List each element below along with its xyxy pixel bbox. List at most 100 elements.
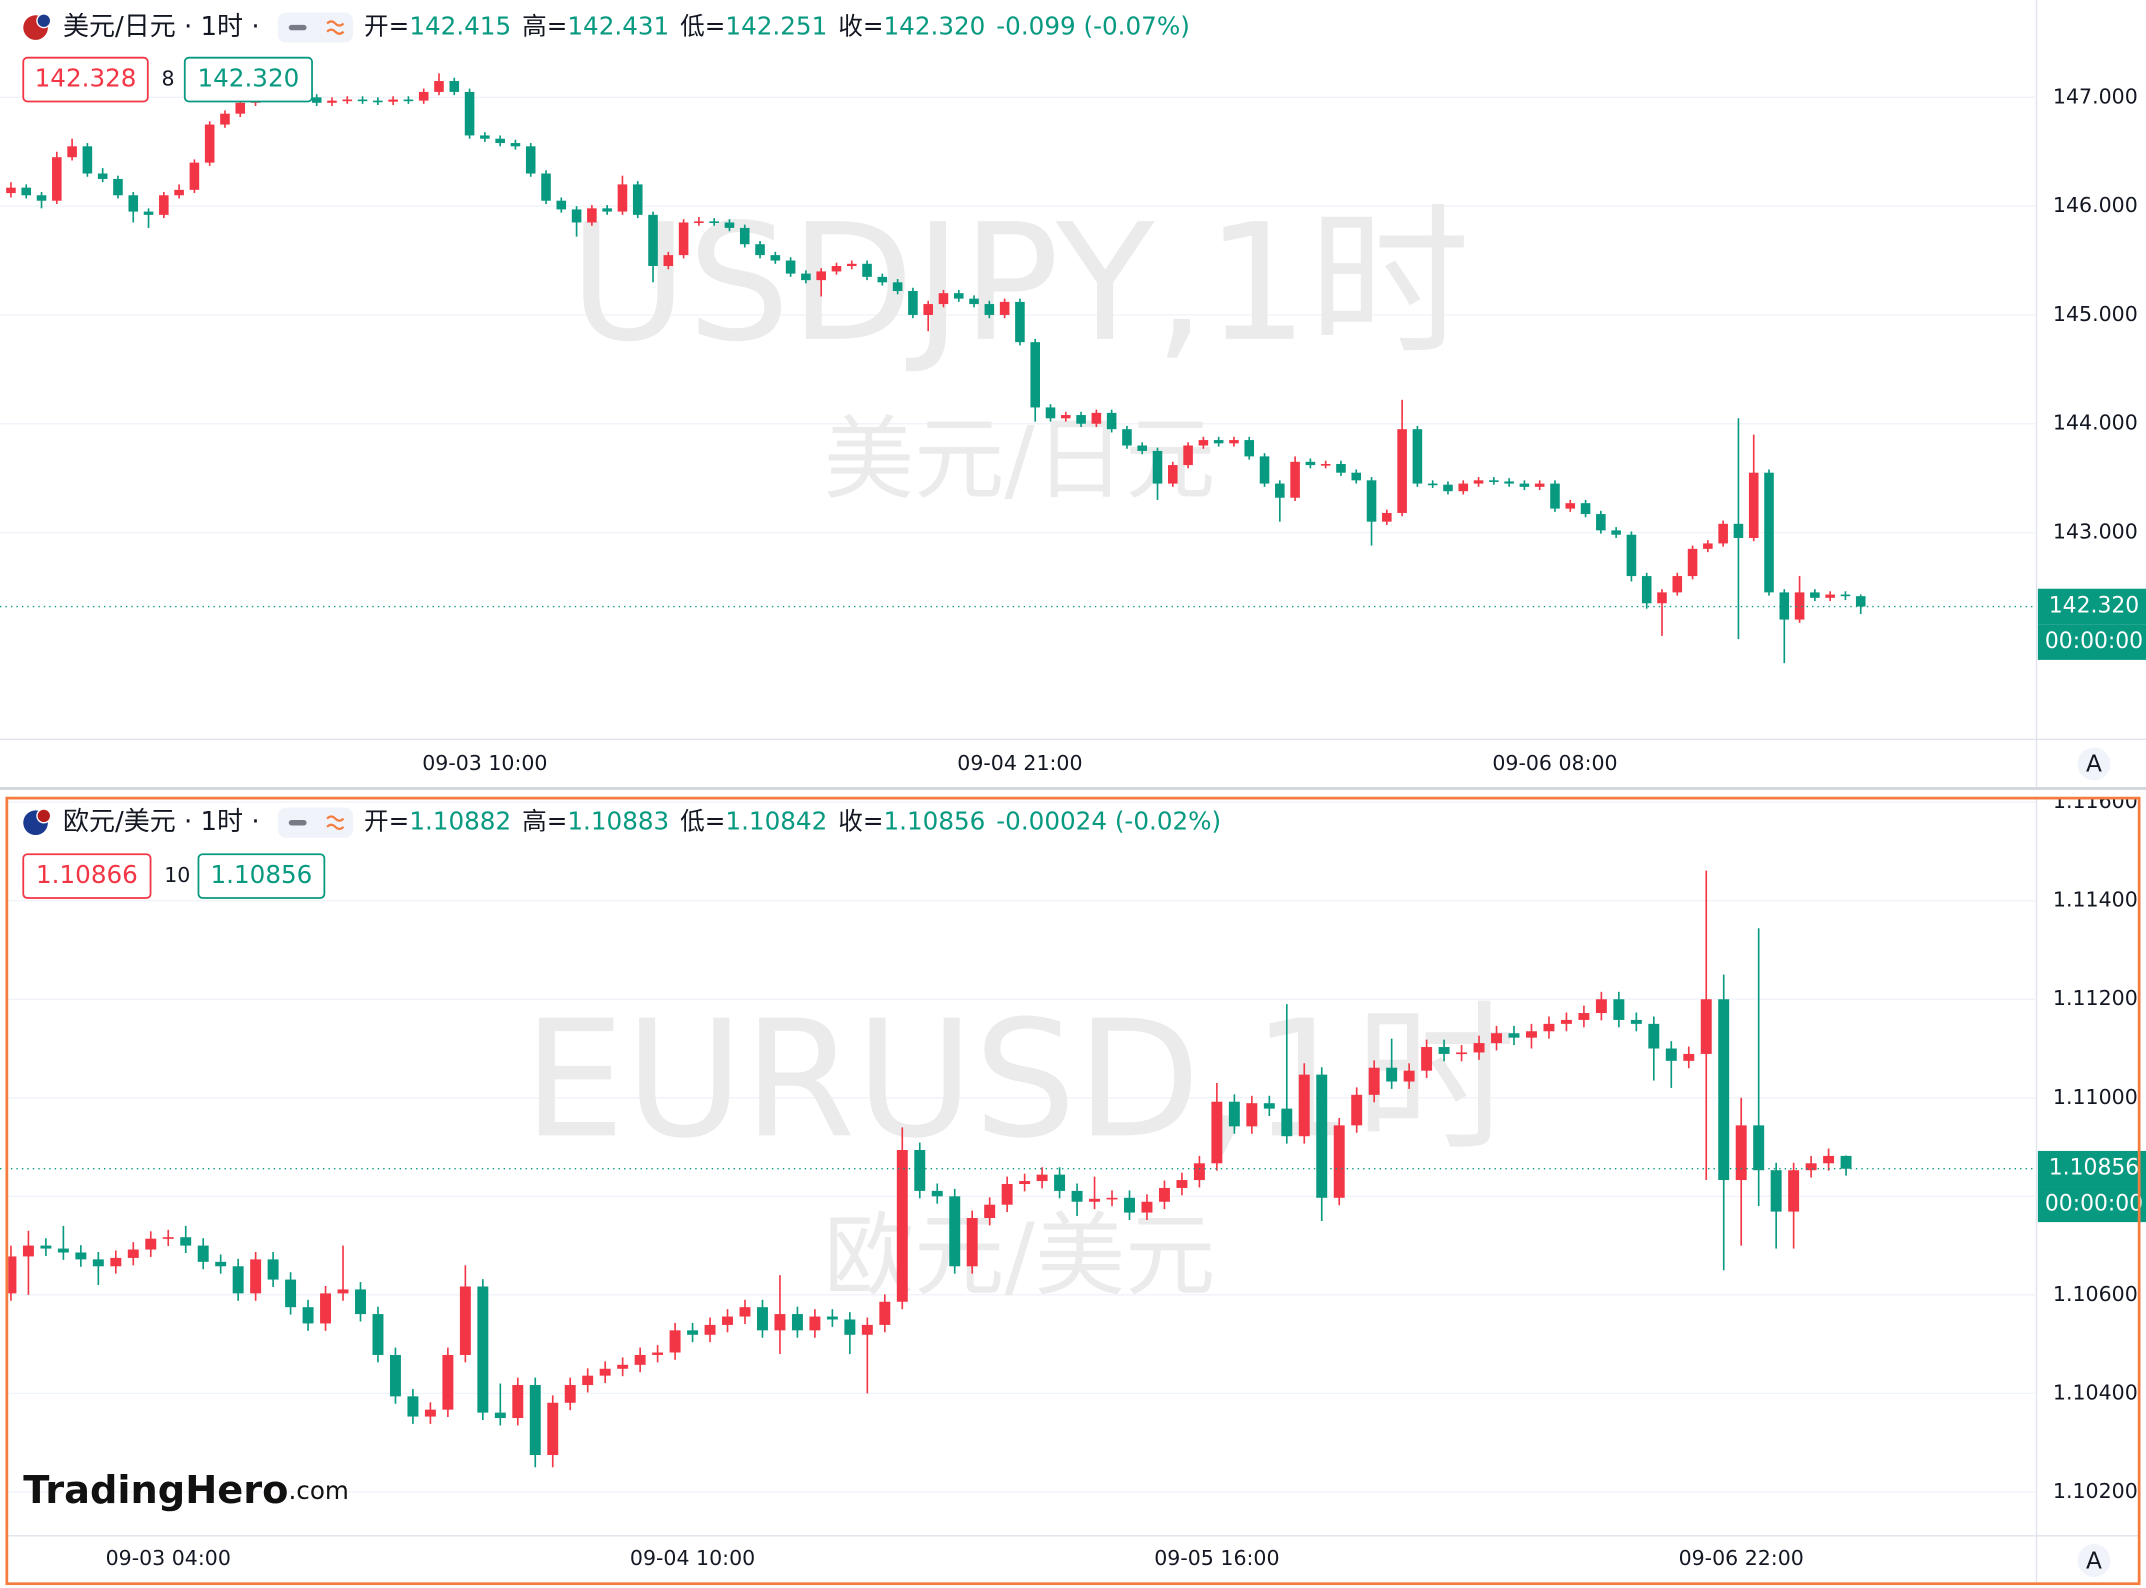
candle-body: [204, 124, 215, 163]
candle-body: [82, 146, 93, 174]
candle-body: [1193, 1163, 1205, 1181]
candle-body: [1565, 503, 1576, 509]
candle-body: [785, 260, 796, 274]
candle-body: [442, 1354, 454, 1410]
candle-body: [510, 143, 521, 147]
candle-body: [1611, 530, 1621, 535]
candle-body: [302, 1307, 314, 1324]
candle-body: [687, 1330, 699, 1335]
candle-body: [1091, 412, 1102, 424]
candle-body: [372, 1314, 384, 1355]
candle-body: [285, 1279, 297, 1308]
countdown-box: [2037, 1186, 2146, 1223]
panes: 143.000 144.000 145.000 146.000 147.000 USDJP…: [0, 12, 2146, 1577]
candle-body: [663, 255, 674, 266]
candle-body: [1305, 461, 1316, 466]
toggle-wave[interactable]: [326, 815, 345, 830]
symbol-title: 欧元/美元 · 1时 ·: [63, 807, 260, 837]
candle-body: [1412, 429, 1423, 484]
countdown: 00:00:00: [2045, 629, 2143, 654]
flag: [36, 13, 52, 29]
candle-body: [1672, 576, 1683, 593]
candle-body: [1298, 1074, 1310, 1137]
candle-body: [984, 1204, 996, 1218]
toggle-wave[interactable]: [326, 20, 345, 35]
candle-body: [1764, 472, 1774, 593]
toggle-dash[interactable]: [288, 24, 307, 31]
candle-body: [1753, 1125, 1765, 1171]
candle-body: [599, 1368, 611, 1376]
y-tick-label: 145.000: [2053, 302, 2138, 326]
candle-body: [1397, 429, 1407, 513]
candle-body: [949, 1196, 961, 1267]
candle-body: [1580, 503, 1591, 515]
candle-body: [1106, 1197, 1118, 1200]
ask-box[interactable]: [183, 56, 313, 103]
candle-body: [1229, 440, 1239, 444]
candle-body: [1244, 440, 1255, 457]
auto-scale-label[interactable]: A: [2086, 1547, 2102, 1574]
candle-body: [724, 222, 735, 228]
y-tick-label: 1.11200: [2053, 986, 2138, 1010]
candle-body: [669, 1330, 681, 1353]
ohlc-label: 高=: [522, 807, 567, 836]
candle-body: [1141, 1201, 1153, 1213]
candle-body: [434, 81, 444, 92]
toggle-bg[interactable]: [277, 807, 354, 838]
ohlc-value: 1.10842: [725, 807, 827, 836]
candle-body: [1489, 480, 1499, 482]
candle-body: [1810, 592, 1820, 598]
indicator-toggle[interactable]: [277, 807, 354, 838]
candle-body: [1351, 1094, 1363, 1126]
candle-body: [1259, 456, 1270, 484]
bid-box[interactable]: [22, 853, 152, 899]
ohlc-legend: 开=1.10882 高=1.10883 低=1.10842 收=1.10856 -0.0…: [364, 807, 1221, 836]
ohlc-value: 142.251: [725, 12, 827, 41]
auto-scale-label[interactable]: A: [2086, 751, 2102, 778]
candle-body: [1665, 1048, 1677, 1061]
candle-body: [232, 1266, 244, 1294]
candle-body: [739, 1307, 751, 1317]
candle-body: [1124, 1197, 1135, 1213]
candle-body: [1657, 592, 1667, 604]
candle-body: [342, 99, 353, 102]
candle-body: [1427, 483, 1438, 486]
candle-body: [418, 91, 429, 101]
auto-scale-button[interactable]: [2077, 747, 2111, 781]
candle-body: [1333, 1125, 1345, 1198]
candle-body: [174, 189, 184, 196]
candle-body: [1060, 415, 1071, 419]
candle-body: [564, 1385, 576, 1403]
candle-body: [1351, 472, 1362, 481]
candle-body: [180, 1237, 192, 1246]
candle-body: [1700, 999, 1712, 1054]
last-price-label: 1.10856: [2049, 1156, 2139, 1181]
indicator-toggle[interactable]: [277, 12, 354, 43]
candle-body: [127, 1249, 139, 1258]
ask-price: 142.320: [197, 64, 299, 93]
candle-body: [529, 1385, 541, 1455]
candle-body: [389, 1354, 401, 1397]
y-tick-label: 143.000: [2053, 520, 2138, 544]
change: -0.00024 (-0.02%): [996, 807, 1221, 836]
candle-body: [861, 1324, 873, 1335]
candle-body: [587, 208, 597, 223]
auto-scale-button[interactable]: [2077, 1544, 2111, 1577]
last-price-label: 142.320: [2049, 594, 2139, 619]
candle-body: [1473, 480, 1484, 484]
candle-body: [480, 135, 490, 139]
toggle-dash[interactable]: [288, 820, 307, 826]
candle-body: [1089, 1198, 1101, 1202]
candle-body: [1560, 1019, 1572, 1024]
candle-body: [617, 1364, 629, 1369]
bid-box[interactable]: [22, 56, 149, 103]
candle-body: [1211, 1101, 1223, 1164]
candle-body: [739, 227, 750, 245]
candle-body: [1015, 301, 1025, 343]
candle-body: [1473, 1043, 1485, 1053]
ask-box[interactable]: [197, 853, 326, 899]
toggle-bg[interactable]: [277, 12, 354, 43]
spread: 8: [161, 67, 174, 91]
